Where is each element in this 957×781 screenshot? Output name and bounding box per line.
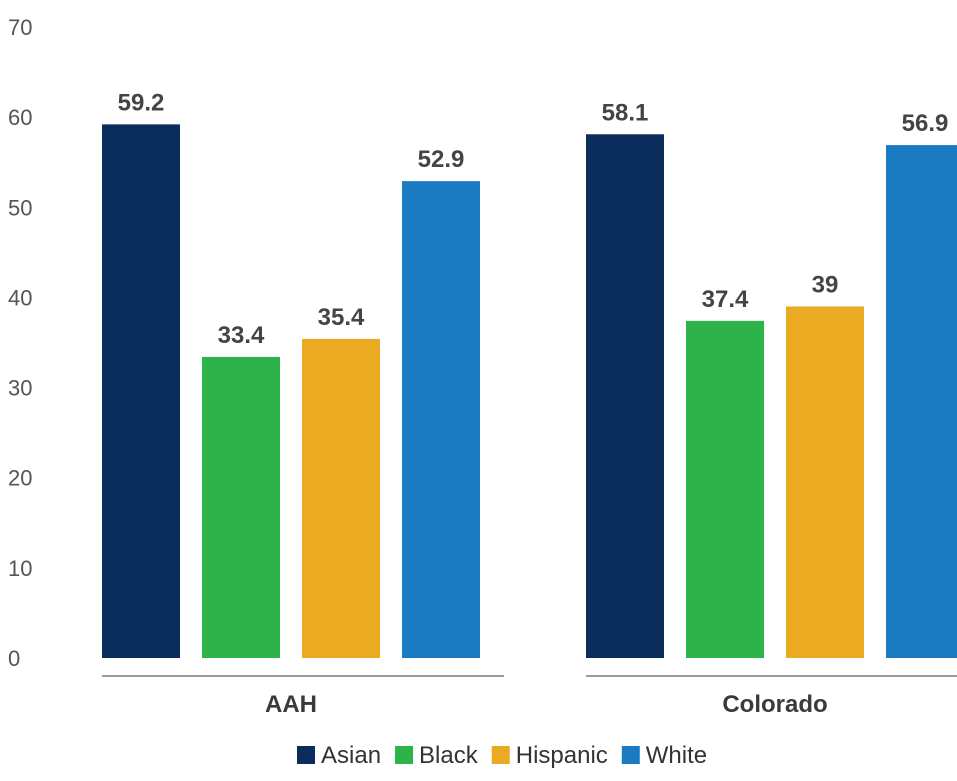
- legend-swatch-hispanic: [491, 746, 510, 764]
- bar-colorado-hispanic: [786, 306, 864, 658]
- legend-label-asian: Asian: [321, 742, 381, 769]
- legend-item-asian: Asian: [297, 742, 381, 769]
- legend-swatch-asian: [297, 746, 315, 764]
- legend-item-black: Black: [395, 742, 479, 769]
- data-label-aah-black: 33.4: [218, 322, 265, 349]
- data-label-colorado-asian: 58.1: [602, 99, 649, 126]
- legend-item-hispanic: Hispanic: [491, 742, 608, 769]
- data-label-colorado-white: 56.9: [902, 110, 949, 137]
- data-label-colorado-hispanic: 39: [812, 271, 839, 298]
- data-label-aah-asian: 59.2: [118, 89, 165, 116]
- bar-aah-hispanic: [302, 338, 380, 658]
- y-tick-label-0: 0: [8, 646, 20, 671]
- y-tick-label-20: 20: [8, 466, 32, 491]
- bar-colorado-asian: [586, 134, 664, 658]
- x-category-label-colorado: Colorado: [722, 691, 827, 718]
- y-axis: 0 10 20 30 40 50 60 70: [8, 15, 32, 671]
- data-label-aah-hispanic: 35.4: [318, 304, 365, 331]
- legend: Asian Black Hispanic White: [297, 742, 707, 769]
- bar-groups: 59.2 33.4 35.4 52.9 AAH 58.1 37.4 39 56.9 Colorad…: [102, 89, 957, 718]
- bar-group-colorado: 58.1 37.4 39 56.9 Colorado: [586, 99, 957, 718]
- y-tick-label-30: 30: [8, 376, 32, 401]
- legend-label-white: White: [646, 742, 707, 769]
- legend-label-hispanic: Hispanic: [516, 742, 608, 769]
- y-tick-label-40: 40: [8, 285, 32, 310]
- y-tick-label-60: 60: [8, 105, 32, 130]
- bar-colorado-white: [886, 145, 957, 658]
- legend-swatch-black: [395, 746, 414, 764]
- bar-aah-asian: [102, 124, 180, 658]
- y-tick-label-70: 70: [8, 15, 32, 40]
- bar-aah-black: [202, 356, 280, 658]
- bar-colorado-black: [686, 320, 764, 658]
- legend-label-black: Black: [419, 742, 479, 769]
- y-tick-label-50: 50: [8, 195, 32, 220]
- bar-group-aah: 59.2 33.4 35.4 52.9 AAH: [102, 89, 504, 718]
- bar-aah-white: [402, 181, 480, 658]
- legend-item-white: White: [621, 742, 707, 769]
- data-label-colorado-black: 37.4: [702, 286, 749, 313]
- y-tick-label-10: 10: [8, 556, 32, 581]
- x-category-label-aah: AAH: [265, 691, 317, 718]
- legend-swatch-white: [621, 746, 640, 764]
- data-label-aah-white: 52.9: [418, 146, 465, 173]
